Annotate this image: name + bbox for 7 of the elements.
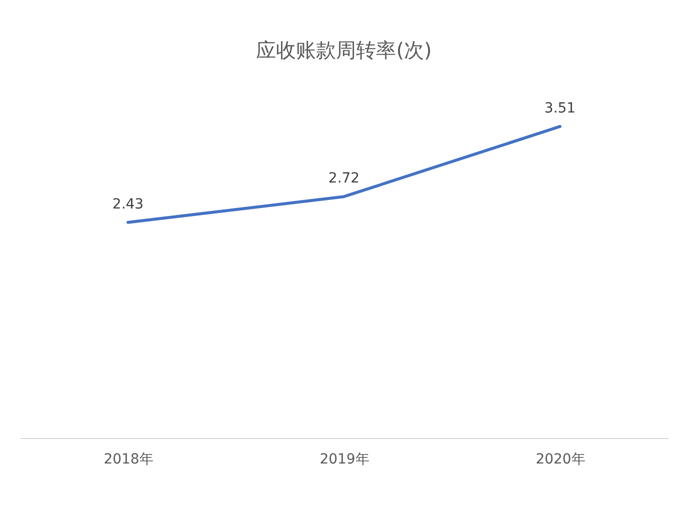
data-label: 2.43 <box>112 196 144 212</box>
data-label: 2.72 <box>328 170 360 187</box>
x-tick-label: 2020年 <box>536 452 586 468</box>
x-tick-label: 2018年 <box>104 452 154 468</box>
chart-title: 应收账款周转率(次) <box>256 38 432 62</box>
x-tick-label: 2019年 <box>320 452 370 468</box>
data-label: 3.51 <box>544 100 576 116</box>
